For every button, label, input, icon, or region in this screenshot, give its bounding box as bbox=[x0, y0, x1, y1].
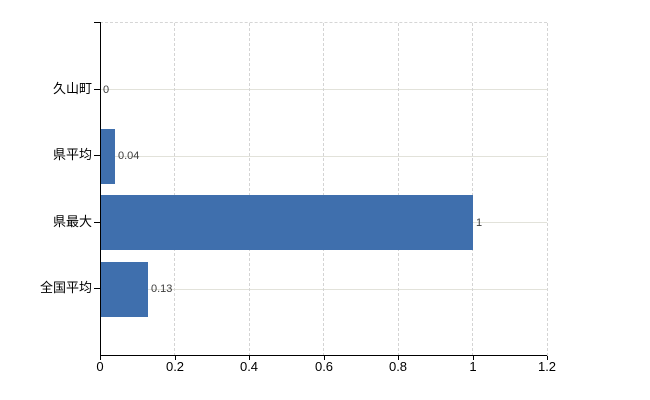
bar-県最大 bbox=[100, 195, 473, 250]
x-tick bbox=[249, 356, 250, 360]
y-axis-line bbox=[100, 22, 101, 355]
x-tick-label: 0.4 bbox=[239, 359, 259, 374]
x-tick-label: 0 bbox=[96, 359, 104, 374]
vertical-gridline bbox=[248, 23, 250, 356]
vertical-gridline bbox=[397, 23, 399, 356]
vertical-gridline bbox=[174, 23, 175, 356]
x-tick-label: 1 bbox=[469, 359, 477, 374]
x-tick bbox=[547, 356, 548, 360]
x-tick bbox=[175, 356, 176, 360]
x-tick bbox=[324, 356, 325, 360]
category-label-県最大: 県最大 bbox=[52, 214, 92, 229]
category-label-県平均: 県平均 bbox=[52, 147, 92, 162]
y-tick bbox=[94, 288, 100, 289]
bar-value-label: 1 bbox=[476, 217, 483, 229]
category-label-全国平均: 全国平均 bbox=[39, 280, 92, 295]
vertical-gridline bbox=[472, 23, 473, 356]
y-tick bbox=[94, 155, 100, 156]
bar-value-label: 0.13 bbox=[151, 283, 173, 295]
y-tick bbox=[94, 89, 100, 90]
x-tick-label: 0.6 bbox=[314, 359, 334, 374]
vertical-gridline bbox=[546, 23, 548, 356]
x-tick bbox=[473, 356, 474, 360]
x-tick bbox=[100, 356, 101, 360]
x-tick bbox=[398, 356, 399, 360]
x-tick-label: 1.2 bbox=[537, 359, 557, 374]
bar-県平均 bbox=[100, 129, 115, 184]
y-tick bbox=[94, 222, 100, 223]
vertical-gridline bbox=[323, 23, 324, 356]
x-axis-line bbox=[100, 355, 547, 356]
category-label-久山町: 久山町 bbox=[52, 81, 92, 96]
plot-area: 0 0.04 1 0.13 bbox=[100, 22, 548, 356]
bar-全国平均 bbox=[100, 262, 148, 317]
bar-value-label: 0 bbox=[103, 84, 110, 96]
bar-value-label: 0.04 bbox=[118, 150, 140, 162]
x-tick-label: 0.8 bbox=[388, 359, 408, 374]
y-axis-end-tick bbox=[94, 22, 100, 23]
x-tick-label: 0.2 bbox=[165, 359, 185, 374]
